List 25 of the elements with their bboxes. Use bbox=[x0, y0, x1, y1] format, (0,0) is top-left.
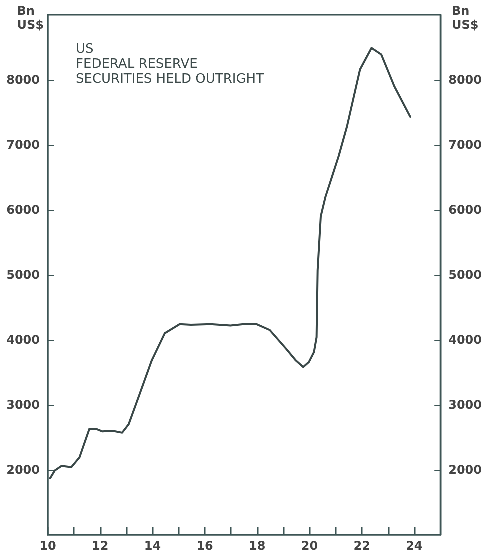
x-tick-label: 16 bbox=[196, 539, 214, 553]
y2-tick-label: 2000 bbox=[448, 463, 482, 477]
y-tick-label: 4000 bbox=[6, 333, 40, 347]
y-tick-label: 2000 bbox=[6, 463, 40, 477]
y2-tick-label: 3000 bbox=[448, 398, 482, 412]
y-tick-label: 7000 bbox=[6, 138, 40, 152]
text: US FEDERAL RESERVE SECURITIES HELD OUTRIGHT bbox=[76, 42, 264, 87]
x-tick-label: 14 bbox=[144, 539, 162, 553]
y2-tick-label: 6000 bbox=[448, 203, 482, 217]
y2-axis-title: Bn US$ bbox=[452, 4, 479, 32]
y-tick-label: 8000 bbox=[6, 73, 40, 87]
y-tick-label: 6000 bbox=[6, 203, 40, 217]
x-tick-label: 20 bbox=[301, 539, 318, 553]
y2-tick-label: 7000 bbox=[448, 138, 482, 152]
x-tick-label: 10 bbox=[40, 539, 56, 553]
y2-tick-label: 4000 bbox=[448, 333, 482, 347]
y2-tick-label: 5000 bbox=[448, 268, 482, 282]
x-tick-label: 24 bbox=[406, 539, 423, 553]
x-tick-label: 12 bbox=[92, 539, 109, 553]
x-tick-label: 18 bbox=[249, 539, 266, 553]
y-tick-label: 5000 bbox=[6, 268, 40, 282]
x-tick-label: 22 bbox=[354, 539, 370, 553]
y-tick-label: 3000 bbox=[6, 398, 40, 412]
y2-tick-label: 8000 bbox=[448, 73, 482, 87]
y-axis-title: Bn US$ bbox=[17, 4, 44, 32]
